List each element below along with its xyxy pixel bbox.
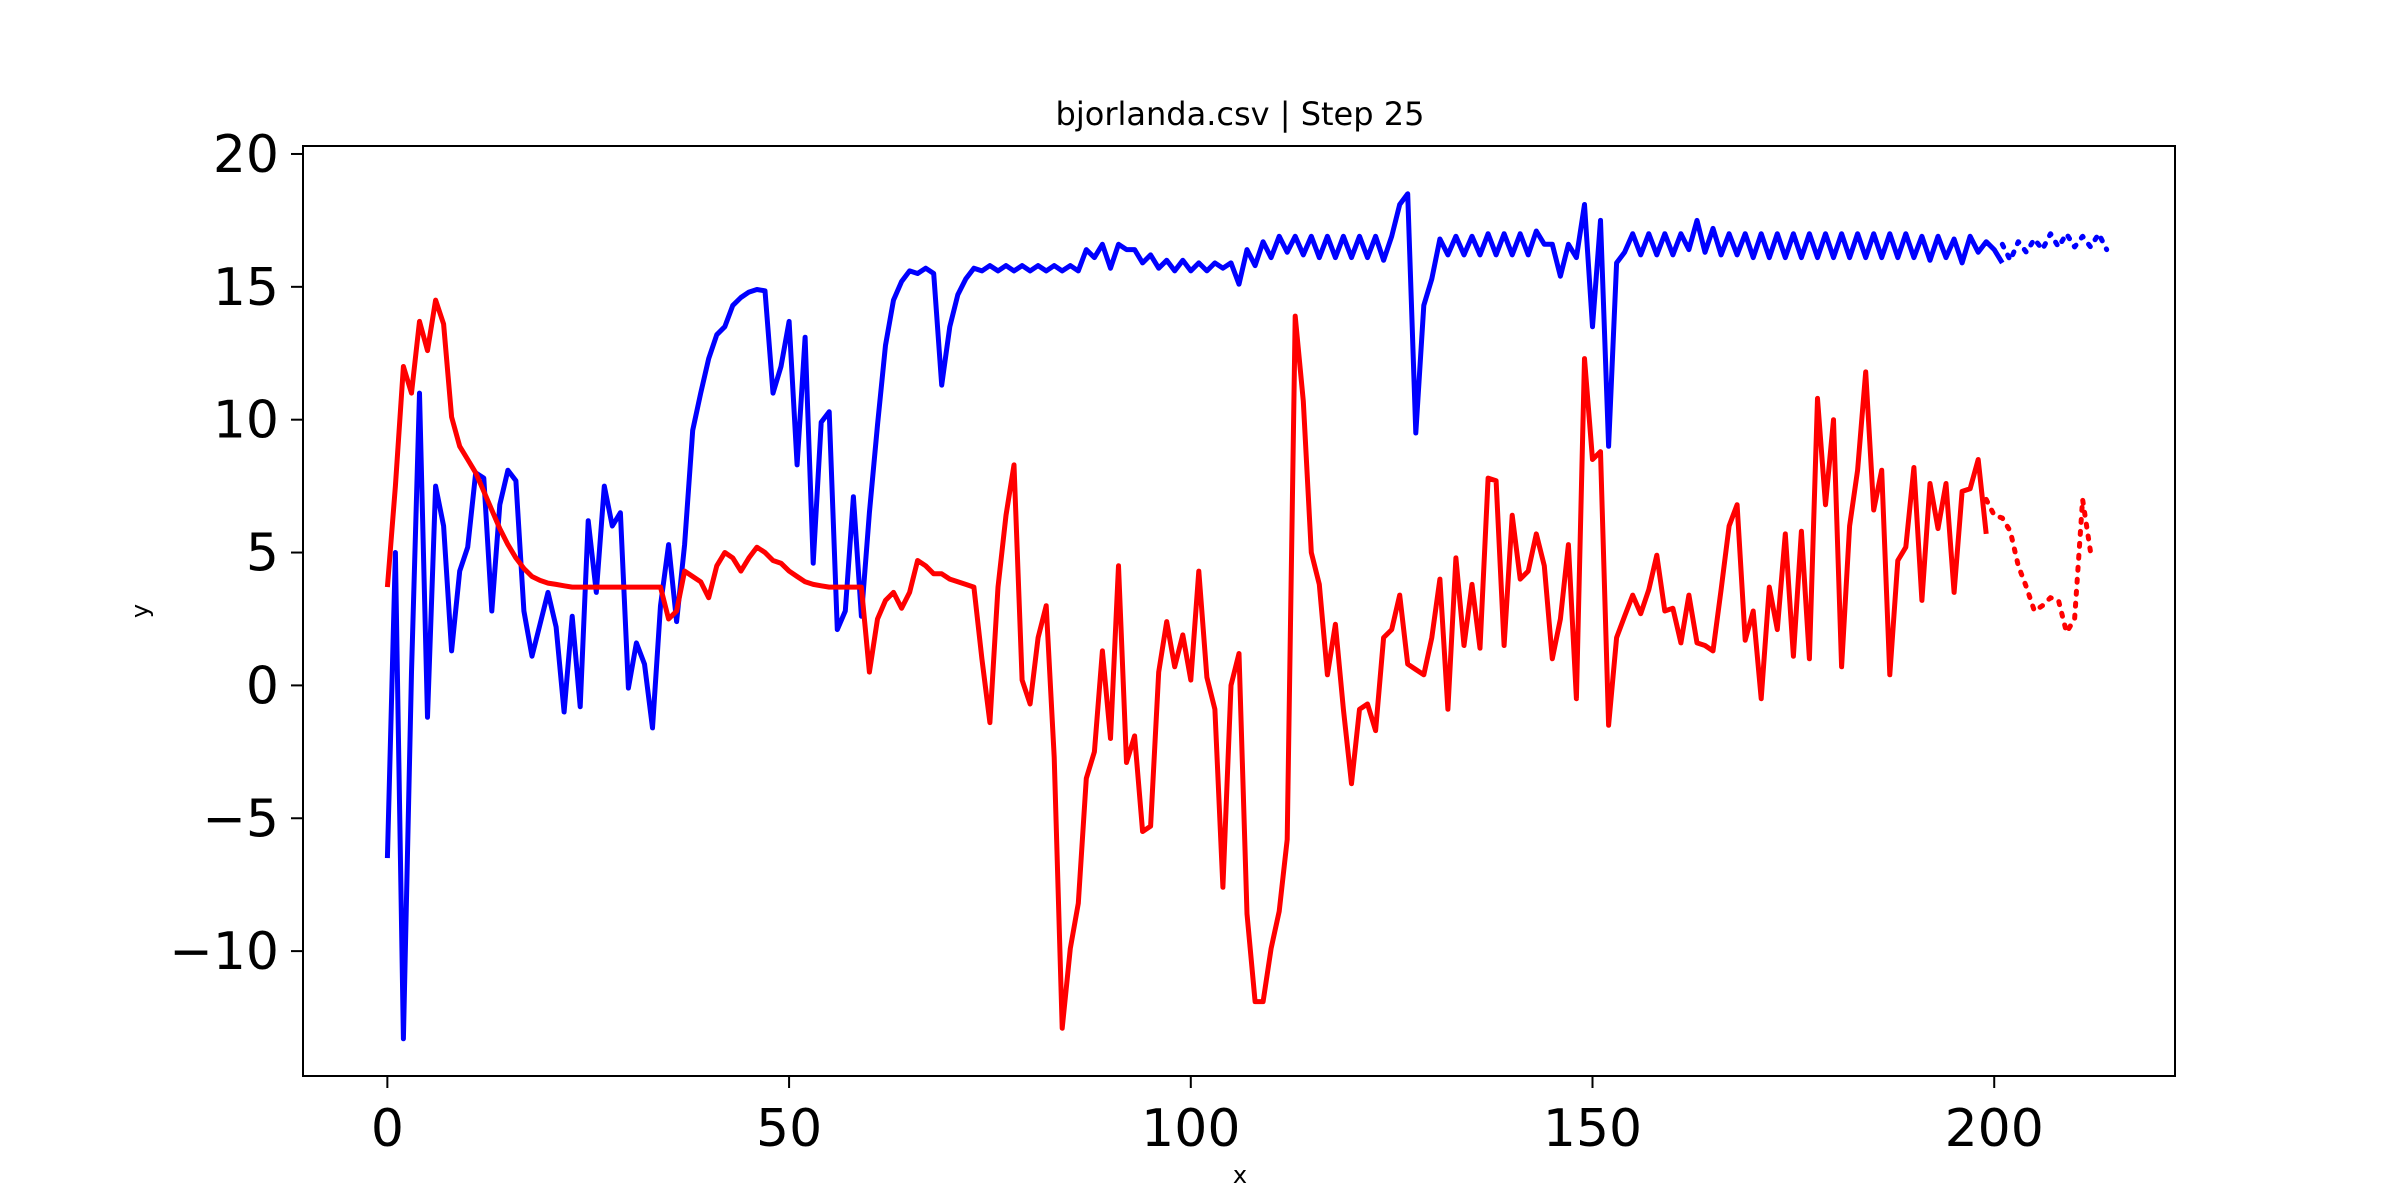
y-tick-label: 5 bbox=[246, 524, 279, 584]
y-tick-label: −10 bbox=[169, 922, 279, 982]
x-tick-label: 200 bbox=[1945, 1099, 2044, 1159]
x-axis: 0 50 100 150 200 bbox=[371, 1076, 2044, 1159]
y-tick-label: 10 bbox=[213, 391, 279, 451]
series-line-0 bbox=[384, 191, 2005, 1042]
series-line-2 bbox=[384, 297, 1989, 1031]
y-tick-label: −5 bbox=[202, 789, 279, 849]
series-line-3 bbox=[1983, 496, 2094, 635]
plot-frame bbox=[302, 145, 2176, 1077]
series-line-1 bbox=[1999, 231, 2110, 263]
y-tick-label: 20 bbox=[213, 125, 279, 185]
x-tick-label: 0 bbox=[371, 1099, 404, 1159]
x-tick-label: 100 bbox=[1141, 1099, 1240, 1159]
x-axis-label: x bbox=[1233, 1161, 1247, 1189]
series-layer bbox=[384, 191, 2110, 1042]
y-tick-label: 15 bbox=[213, 258, 279, 318]
y-axis: −10 −5 0 5 10 15 20 bbox=[169, 125, 303, 982]
x-tick-label: 50 bbox=[756, 1099, 822, 1159]
y-tick-label: 0 bbox=[246, 656, 279, 716]
chart-title: bjorlanda.csv | Step 25 bbox=[1056, 95, 1425, 133]
y-axis-label: y bbox=[126, 604, 154, 618]
x-tick-label: 150 bbox=[1543, 1099, 1642, 1159]
